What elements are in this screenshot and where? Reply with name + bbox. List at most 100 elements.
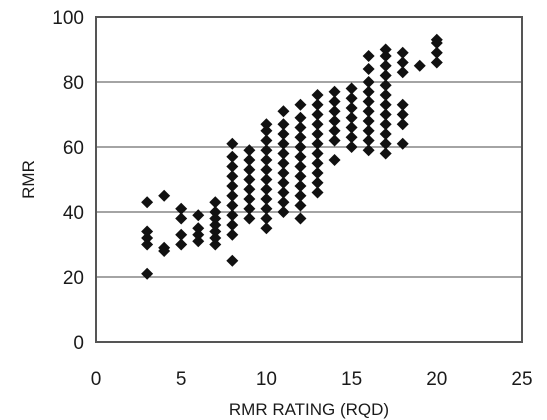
data-point — [362, 63, 375, 75]
data-point — [362, 85, 375, 98]
data-point — [345, 102, 358, 114]
data-point — [379, 50, 392, 62]
data-point — [294, 189, 307, 202]
data-point — [396, 98, 409, 111]
data-point — [362, 50, 375, 62]
data-point — [294, 212, 307, 225]
y-tick-label: 100 — [52, 8, 84, 29]
data-point — [277, 167, 290, 179]
data-point — [277, 176, 290, 189]
data-point — [379, 98, 392, 111]
data-point — [345, 92, 358, 105]
data-point — [209, 232, 222, 244]
data-point — [226, 254, 239, 267]
data-point — [260, 144, 273, 157]
data-point — [226, 219, 239, 231]
data-point — [226, 228, 239, 241]
data-point — [396, 56, 409, 69]
data-point — [226, 150, 239, 163]
data-point — [311, 167, 324, 179]
data-point — [192, 222, 205, 235]
data-point — [175, 228, 188, 241]
data-point — [328, 124, 341, 137]
data-point — [277, 128, 290, 140]
data-point — [260, 183, 273, 196]
data-point — [158, 189, 171, 202]
data-point — [379, 128, 392, 140]
data-point — [379, 59, 392, 72]
x-tick-label: 20 — [426, 369, 447, 390]
data-point — [226, 209, 239, 222]
data-point — [362, 105, 375, 118]
data-point — [243, 212, 256, 225]
data-point — [328, 134, 341, 147]
data-point — [260, 134, 273, 147]
data-point — [260, 212, 273, 225]
data-point — [294, 180, 307, 192]
data-point — [192, 228, 205, 241]
data-point — [175, 202, 188, 215]
data-point — [226, 180, 239, 192]
data-point — [192, 235, 205, 248]
data-point — [260, 202, 273, 215]
data-point — [294, 160, 307, 173]
data-point — [175, 212, 188, 225]
data-point — [345, 111, 358, 124]
data-point — [345, 141, 358, 153]
data-point — [362, 115, 375, 127]
data-point — [311, 128, 324, 140]
data-point — [311, 98, 324, 111]
y-tick-label: 60 — [63, 138, 84, 159]
data-point — [260, 163, 273, 176]
data-point — [277, 118, 290, 131]
data-point — [209, 196, 222, 209]
data-points — [141, 33, 443, 280]
data-point — [430, 46, 443, 59]
data-point — [294, 121, 307, 134]
y-tick-labels: 0 20 40 60 80 100 — [52, 8, 84, 354]
data-point — [141, 267, 154, 280]
data-point — [430, 33, 443, 46]
data-point — [277, 196, 290, 209]
data-point — [311, 89, 324, 101]
data-point — [362, 144, 375, 157]
data-point — [294, 98, 307, 111]
data-point — [345, 121, 358, 134]
x-tick-label: 25 — [511, 369, 532, 390]
x-tick-label: 0 — [91, 369, 102, 390]
data-point — [362, 76, 375, 88]
y-tick-label: 20 — [63, 268, 84, 289]
data-point — [209, 219, 222, 231]
data-point — [141, 238, 154, 251]
data-point — [209, 225, 222, 238]
data-point — [226, 137, 239, 150]
data-point — [362, 124, 375, 137]
data-point — [294, 131, 307, 144]
data-point — [260, 193, 273, 205]
data-point — [243, 144, 256, 157]
y-tick-label: 80 — [63, 73, 84, 94]
x-tick-label: 5 — [176, 369, 187, 390]
data-point — [141, 225, 154, 238]
data-point — [345, 82, 358, 95]
data-point — [396, 108, 409, 121]
data-point — [243, 183, 256, 196]
data-point — [260, 173, 273, 186]
data-point — [379, 108, 392, 121]
data-point — [175, 238, 188, 251]
y-tick-label: 0 — [73, 333, 84, 354]
y-tick-label: 40 — [63, 203, 84, 224]
data-point — [311, 176, 324, 189]
data-point — [243, 154, 256, 166]
data-point — [226, 160, 239, 173]
data-point — [396, 46, 409, 59]
data-point — [362, 95, 375, 108]
x-axis-label: RMR RATING (RQD) — [229, 400, 389, 419]
x-tick-labels: 0 5 10 15 20 25 — [91, 369, 533, 390]
data-point — [192, 209, 205, 222]
data-point — [311, 186, 324, 199]
data-point — [328, 95, 341, 108]
data-point — [243, 202, 256, 215]
data-point — [345, 131, 358, 144]
data-point — [311, 118, 324, 131]
